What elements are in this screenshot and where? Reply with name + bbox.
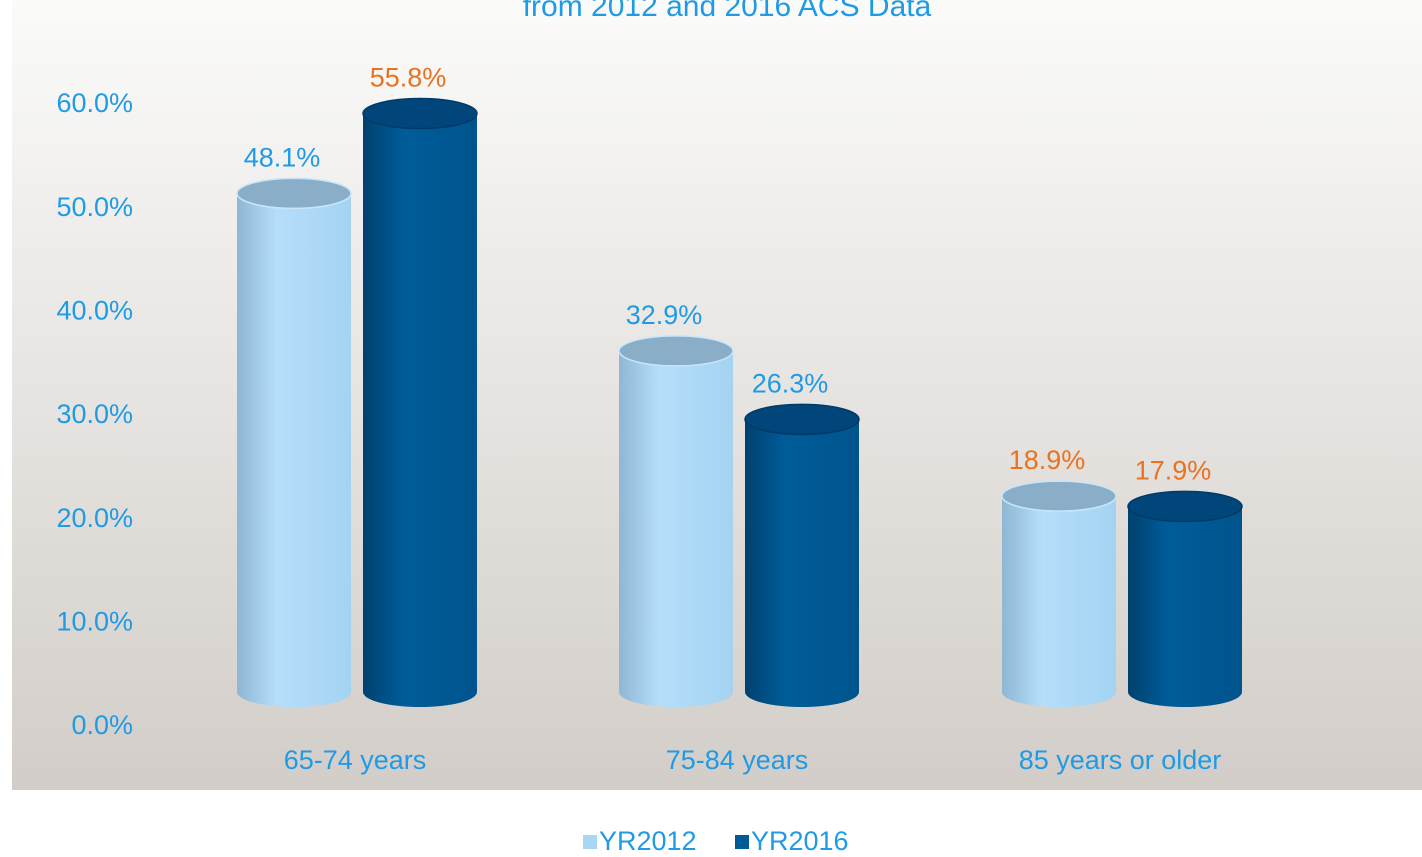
cylinder-body bbox=[1002, 496, 1116, 707]
cylinder-top bbox=[618, 335, 734, 367]
y-tick-label: 40.0% bbox=[56, 295, 133, 325]
cylinder bbox=[744, 403, 860, 707]
x-tick-label: 85 years or older bbox=[1019, 745, 1222, 775]
legend-swatch bbox=[735, 835, 749, 849]
cylinder bbox=[1127, 490, 1243, 707]
y-tick-label: 10.0% bbox=[56, 606, 133, 636]
cylinder-top bbox=[744, 403, 860, 436]
cylinder-body bbox=[745, 419, 859, 707]
cylinder bbox=[618, 335, 734, 707]
y-tick-label: 30.0% bbox=[56, 399, 133, 429]
y-tick-label: 50.0% bbox=[56, 192, 133, 222]
cylinder-body bbox=[237, 193, 351, 707]
y-tick-label: 0.0% bbox=[71, 710, 133, 740]
value-label: 32.9% bbox=[626, 300, 703, 330]
legend-label: YR2012 bbox=[599, 826, 697, 856]
chart-title: from 2012 and 2016 ACS Data bbox=[523, 0, 932, 23]
cylinder bbox=[1001, 480, 1117, 707]
value-label: 26.3% bbox=[752, 368, 829, 398]
cylinder-top bbox=[236, 177, 352, 210]
value-label: 48.1% bbox=[244, 142, 321, 172]
cylinder-top bbox=[1001, 480, 1117, 512]
legend-label: YR2016 bbox=[751, 826, 849, 856]
legend-swatch bbox=[583, 835, 597, 849]
cylinder-body bbox=[363, 113, 477, 708]
cylinder bbox=[236, 177, 352, 707]
y-tick-label: 60.0% bbox=[56, 88, 133, 118]
cylinder-top bbox=[1127, 490, 1243, 523]
cylinder-body bbox=[1128, 506, 1242, 707]
value-label: 55.8% bbox=[370, 63, 447, 93]
x-tick-label: 65-74 years bbox=[284, 745, 427, 775]
cylinder-top bbox=[362, 97, 478, 130]
value-label: 17.9% bbox=[1135, 456, 1212, 486]
cylinder bbox=[362, 97, 478, 708]
value-label: 18.9% bbox=[1009, 445, 1086, 475]
x-tick-label: 75-84 years bbox=[666, 745, 809, 775]
y-tick-label: 20.0% bbox=[56, 503, 133, 533]
cylinder-body bbox=[619, 350, 733, 707]
